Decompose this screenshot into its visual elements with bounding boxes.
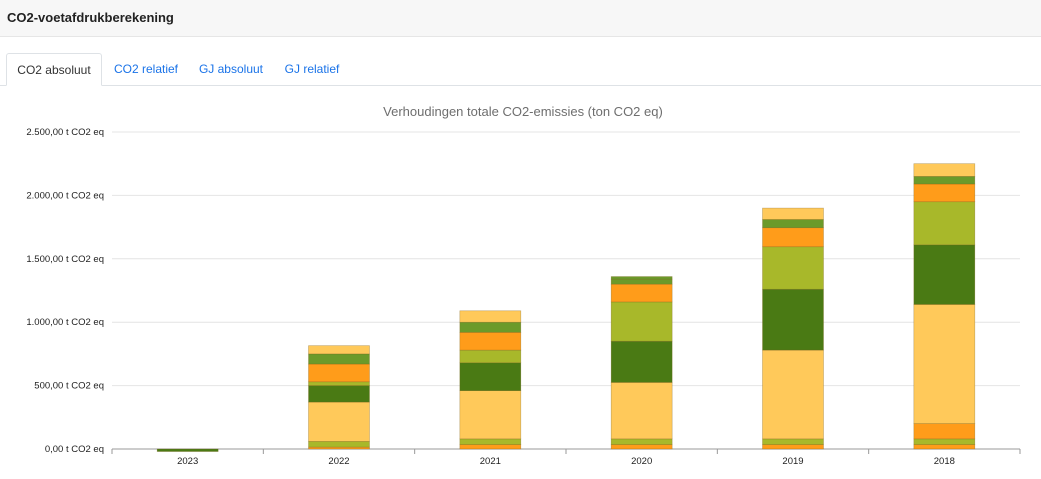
bar-segment[interactable] xyxy=(156,448,219,452)
bar-segment[interactable] xyxy=(610,382,673,440)
bar-segment[interactable] xyxy=(913,244,976,305)
bar-segment[interactable] xyxy=(762,288,824,351)
x-tick-label: 2018 xyxy=(934,456,955,467)
x-tick-label: 2022 xyxy=(328,456,349,467)
bar-segment[interactable] xyxy=(610,444,673,450)
bar-segment[interactable] xyxy=(913,163,976,177)
bar-segment[interactable] xyxy=(610,340,673,383)
bar-segment[interactable] xyxy=(459,444,522,450)
x-tick-label: 2019 xyxy=(782,456,803,467)
bar-segment[interactable] xyxy=(762,438,824,445)
bar-segment[interactable] xyxy=(762,349,824,440)
tab-gj-absoluut[interactable]: GJ absoluut xyxy=(198,62,264,76)
bar-segment[interactable] xyxy=(913,201,976,246)
y-tick-label: 1.000,00 t CO2 eq xyxy=(26,317,104,328)
y-tick-label: 500,00 t CO2 eq xyxy=(34,381,104,392)
bar-segment[interactable] xyxy=(913,438,976,445)
bar-segment[interactable] xyxy=(459,321,522,333)
chart-bars xyxy=(156,163,976,452)
bar-segment[interactable] xyxy=(459,349,522,364)
x-tick-label: 2020 xyxy=(631,456,652,467)
bar-segment[interactable] xyxy=(308,441,370,448)
bar-segment[interactable] xyxy=(913,304,976,424)
app-header: CO2-voetafdrukberekening xyxy=(0,0,1041,37)
bar-segment[interactable] xyxy=(308,401,370,442)
bar-segment[interactable] xyxy=(762,227,824,248)
bar-segment[interactable] xyxy=(459,438,522,445)
bar-segment[interactable] xyxy=(459,310,522,323)
bar-segment[interactable] xyxy=(913,176,976,185)
tab-gj-relatief[interactable]: GJ relatief xyxy=(284,62,340,76)
page-title: CO2-voetafdrukberekening xyxy=(7,10,174,25)
bar-segment[interactable] xyxy=(762,207,824,220)
bar-segment[interactable] xyxy=(610,301,673,342)
bar-segment[interactable] xyxy=(762,246,824,290)
bar-segment[interactable] xyxy=(610,438,673,445)
bar-segment[interactable] xyxy=(913,444,976,450)
y-tick-label: 0,00 t CO2 eq xyxy=(45,444,104,455)
bar-segment[interactable] xyxy=(610,276,673,280)
bar-segment[interactable] xyxy=(308,353,370,365)
chart-title: Verhoudingen totale CO2-emissies (ton CO… xyxy=(383,104,663,119)
bar-segment[interactable] xyxy=(762,444,824,450)
y-tick-label: 2.000,00 t CO2 eq xyxy=(26,190,104,201)
bar-segment[interactable] xyxy=(459,362,522,391)
bar-segment[interactable] xyxy=(308,381,370,386)
chart-gridlines xyxy=(112,131,1020,450)
bar-segment[interactable] xyxy=(308,363,370,383)
bar-segment[interactable] xyxy=(762,219,824,229)
y-tick-label: 1.500,00 t CO2 eq xyxy=(26,254,104,265)
x-tick-label: 2023 xyxy=(177,456,198,467)
bar-segment[interactable] xyxy=(459,390,522,440)
bar-segment[interactable] xyxy=(459,332,522,351)
y-axis: 0,00 t CO2 eq 500,00 t CO2 eq 1.000,00 t C… xyxy=(26,127,104,455)
bar-segment[interactable] xyxy=(913,423,976,440)
bar-segment[interactable] xyxy=(913,183,976,203)
co2-emissions-chart: Verhoudingen totale CO2-emissies (ton CO… xyxy=(26,104,1021,467)
tab-co2-relatief[interactable]: CO2 relatief xyxy=(113,62,179,76)
bar-segment[interactable] xyxy=(308,345,370,355)
x-tick-label: 2021 xyxy=(480,456,501,467)
tab-bar: CO2 absoluut CO2 relatief GJ absoluut GJ… xyxy=(0,53,1041,86)
bar-segment[interactable] xyxy=(308,385,370,403)
bar-segment[interactable] xyxy=(610,283,673,303)
bar-segment[interactable] xyxy=(610,278,673,285)
x-axis: 2023 2022 2021 2020 2019 2018 xyxy=(111,449,1021,467)
tab-co2-absoluut[interactable]: CO2 absoluut xyxy=(6,53,102,86)
y-tick-label: 2.500,00 t CO2 eq xyxy=(26,127,104,138)
